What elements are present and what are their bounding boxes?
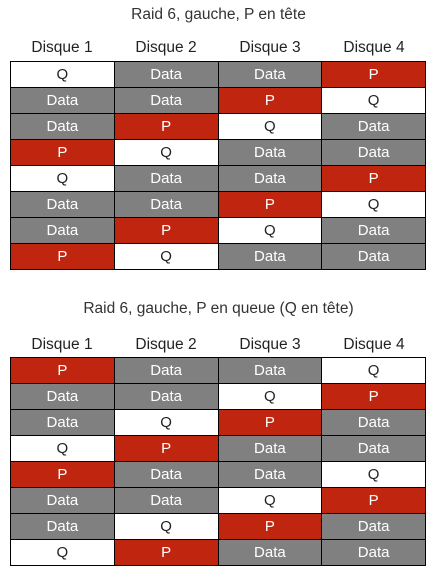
- stripe-row: Data Q P Data: [11, 514, 426, 540]
- data-block: Data: [114, 192, 219, 218]
- parity-p-block: P: [114, 436, 219, 462]
- disk-grid: Q Data Data P Data Data P Q Data P Q Data P Q Data Data…: [10, 61, 426, 270]
- parity-q-block: Q: [11, 436, 115, 462]
- parity-p-block: P: [322, 62, 426, 88]
- stripe-row: P Data Data Q: [11, 462, 426, 488]
- stripe-row: Q P Data Data: [11, 436, 426, 462]
- data-block: Data: [11, 410, 115, 436]
- parity-p-block: P: [218, 514, 323, 540]
- parity-p-block: P: [11, 140, 115, 166]
- data-block: Data: [11, 192, 115, 218]
- data-block: Data: [322, 114, 426, 140]
- data-block: Data: [114, 462, 219, 488]
- parity-q-block: Q: [11, 540, 115, 566]
- parity-q-block: Q: [322, 88, 426, 114]
- parity-q-block: Q: [322, 192, 426, 218]
- parity-q-block: Q: [218, 114, 323, 140]
- stripe-row: Data Data Q P: [11, 488, 426, 514]
- parity-q-block: Q: [114, 410, 219, 436]
- data-block: Data: [11, 88, 115, 114]
- data-block: Data: [11, 114, 115, 140]
- parity-q-block: Q: [114, 514, 219, 540]
- column-header: Disque 3: [239, 336, 301, 353]
- data-block: Data: [218, 244, 323, 270]
- stripe-row: Data P Q Data: [11, 114, 426, 140]
- data-block: Data: [218, 166, 323, 192]
- stripe-row: Q Data Data P: [11, 166, 426, 192]
- data-block: Data: [322, 244, 426, 270]
- disk-grid: P Data Data Q Data Data Q P Data Q P Data Q P Data Data…: [10, 357, 426, 566]
- data-block: Data: [218, 462, 323, 488]
- data-block: Data: [322, 410, 426, 436]
- parity-p-block: P: [218, 410, 323, 436]
- parity-p-block: P: [114, 114, 219, 140]
- data-block: Data: [114, 62, 219, 88]
- parity-p-block: P: [11, 244, 115, 270]
- data-block: Data: [114, 88, 219, 114]
- data-block: Data: [322, 540, 426, 566]
- diagram-title: Raid 6, gauche, P en tête: [131, 6, 306, 23]
- column-header: Disque 3: [239, 39, 301, 56]
- data-block: Data: [322, 436, 426, 462]
- stripe-row: Q P Data Data: [11, 540, 426, 566]
- parity-p-block: P: [11, 358, 115, 384]
- parity-p-block: P: [114, 540, 219, 566]
- data-block: Data: [11, 514, 115, 540]
- parity-q-block: Q: [322, 462, 426, 488]
- data-block: Data: [11, 218, 115, 244]
- stripe-row: Data Data Q P: [11, 384, 426, 410]
- parity-q-block: Q: [322, 358, 426, 384]
- data-block: Data: [114, 166, 219, 192]
- diagram-title: Raid 6, gauche, P en queue (Q en tête): [83, 300, 354, 317]
- parity-p-block: P: [218, 88, 323, 114]
- parity-p-block: P: [322, 488, 426, 514]
- data-block: Data: [218, 540, 323, 566]
- data-block: Data: [218, 62, 323, 88]
- stripe-row: P Q Data Data: [11, 244, 426, 270]
- column-header: Disque 1: [31, 336, 93, 353]
- data-block: Data: [114, 384, 219, 410]
- parity-q-block: Q: [114, 244, 219, 270]
- data-block: Data: [114, 358, 219, 384]
- data-block: Data: [114, 488, 219, 514]
- data-block: Data: [322, 140, 426, 166]
- parity-q-block: Q: [11, 166, 115, 192]
- column-header: Disque 2: [135, 336, 197, 353]
- stripe-row: Q Data Data P: [11, 62, 426, 88]
- column-header: Disque 4: [343, 336, 405, 353]
- stripe-row: Data Data P Q: [11, 192, 426, 218]
- parity-q-block: Q: [114, 140, 219, 166]
- parity-p-block: P: [322, 166, 426, 192]
- data-block: Data: [218, 358, 323, 384]
- column-header: Disque 1: [31, 39, 93, 56]
- data-block: Data: [11, 384, 115, 410]
- parity-p-block: P: [322, 384, 426, 410]
- parity-q-block: Q: [218, 488, 323, 514]
- parity-q-block: Q: [11, 62, 115, 88]
- parity-q-block: Q: [218, 384, 323, 410]
- parity-p-block: P: [11, 462, 115, 488]
- column-headers: Disque 1 Disque 2 Disque 3 Disque 4: [10, 39, 426, 57]
- data-block: Data: [322, 514, 426, 540]
- stripe-row: Data Data P Q: [11, 88, 426, 114]
- stripe-row: Data P Q Data: [11, 218, 426, 244]
- data-block: Data: [11, 488, 115, 514]
- stripe-row: Data Q P Data: [11, 410, 426, 436]
- data-block: Data: [218, 436, 323, 462]
- column-header: Disque 2: [135, 39, 197, 56]
- data-block: Data: [322, 218, 426, 244]
- column-headers: Disque 1 Disque 2 Disque 3 Disque 4: [10, 336, 426, 354]
- parity-p-block: P: [114, 218, 219, 244]
- parity-p-block: P: [218, 192, 323, 218]
- column-header: Disque 4: [343, 39, 405, 56]
- data-block: Data: [218, 140, 323, 166]
- stripe-row: P Data Data Q: [11, 358, 426, 384]
- parity-q-block: Q: [218, 218, 323, 244]
- stripe-row: P Q Data Data: [11, 140, 426, 166]
